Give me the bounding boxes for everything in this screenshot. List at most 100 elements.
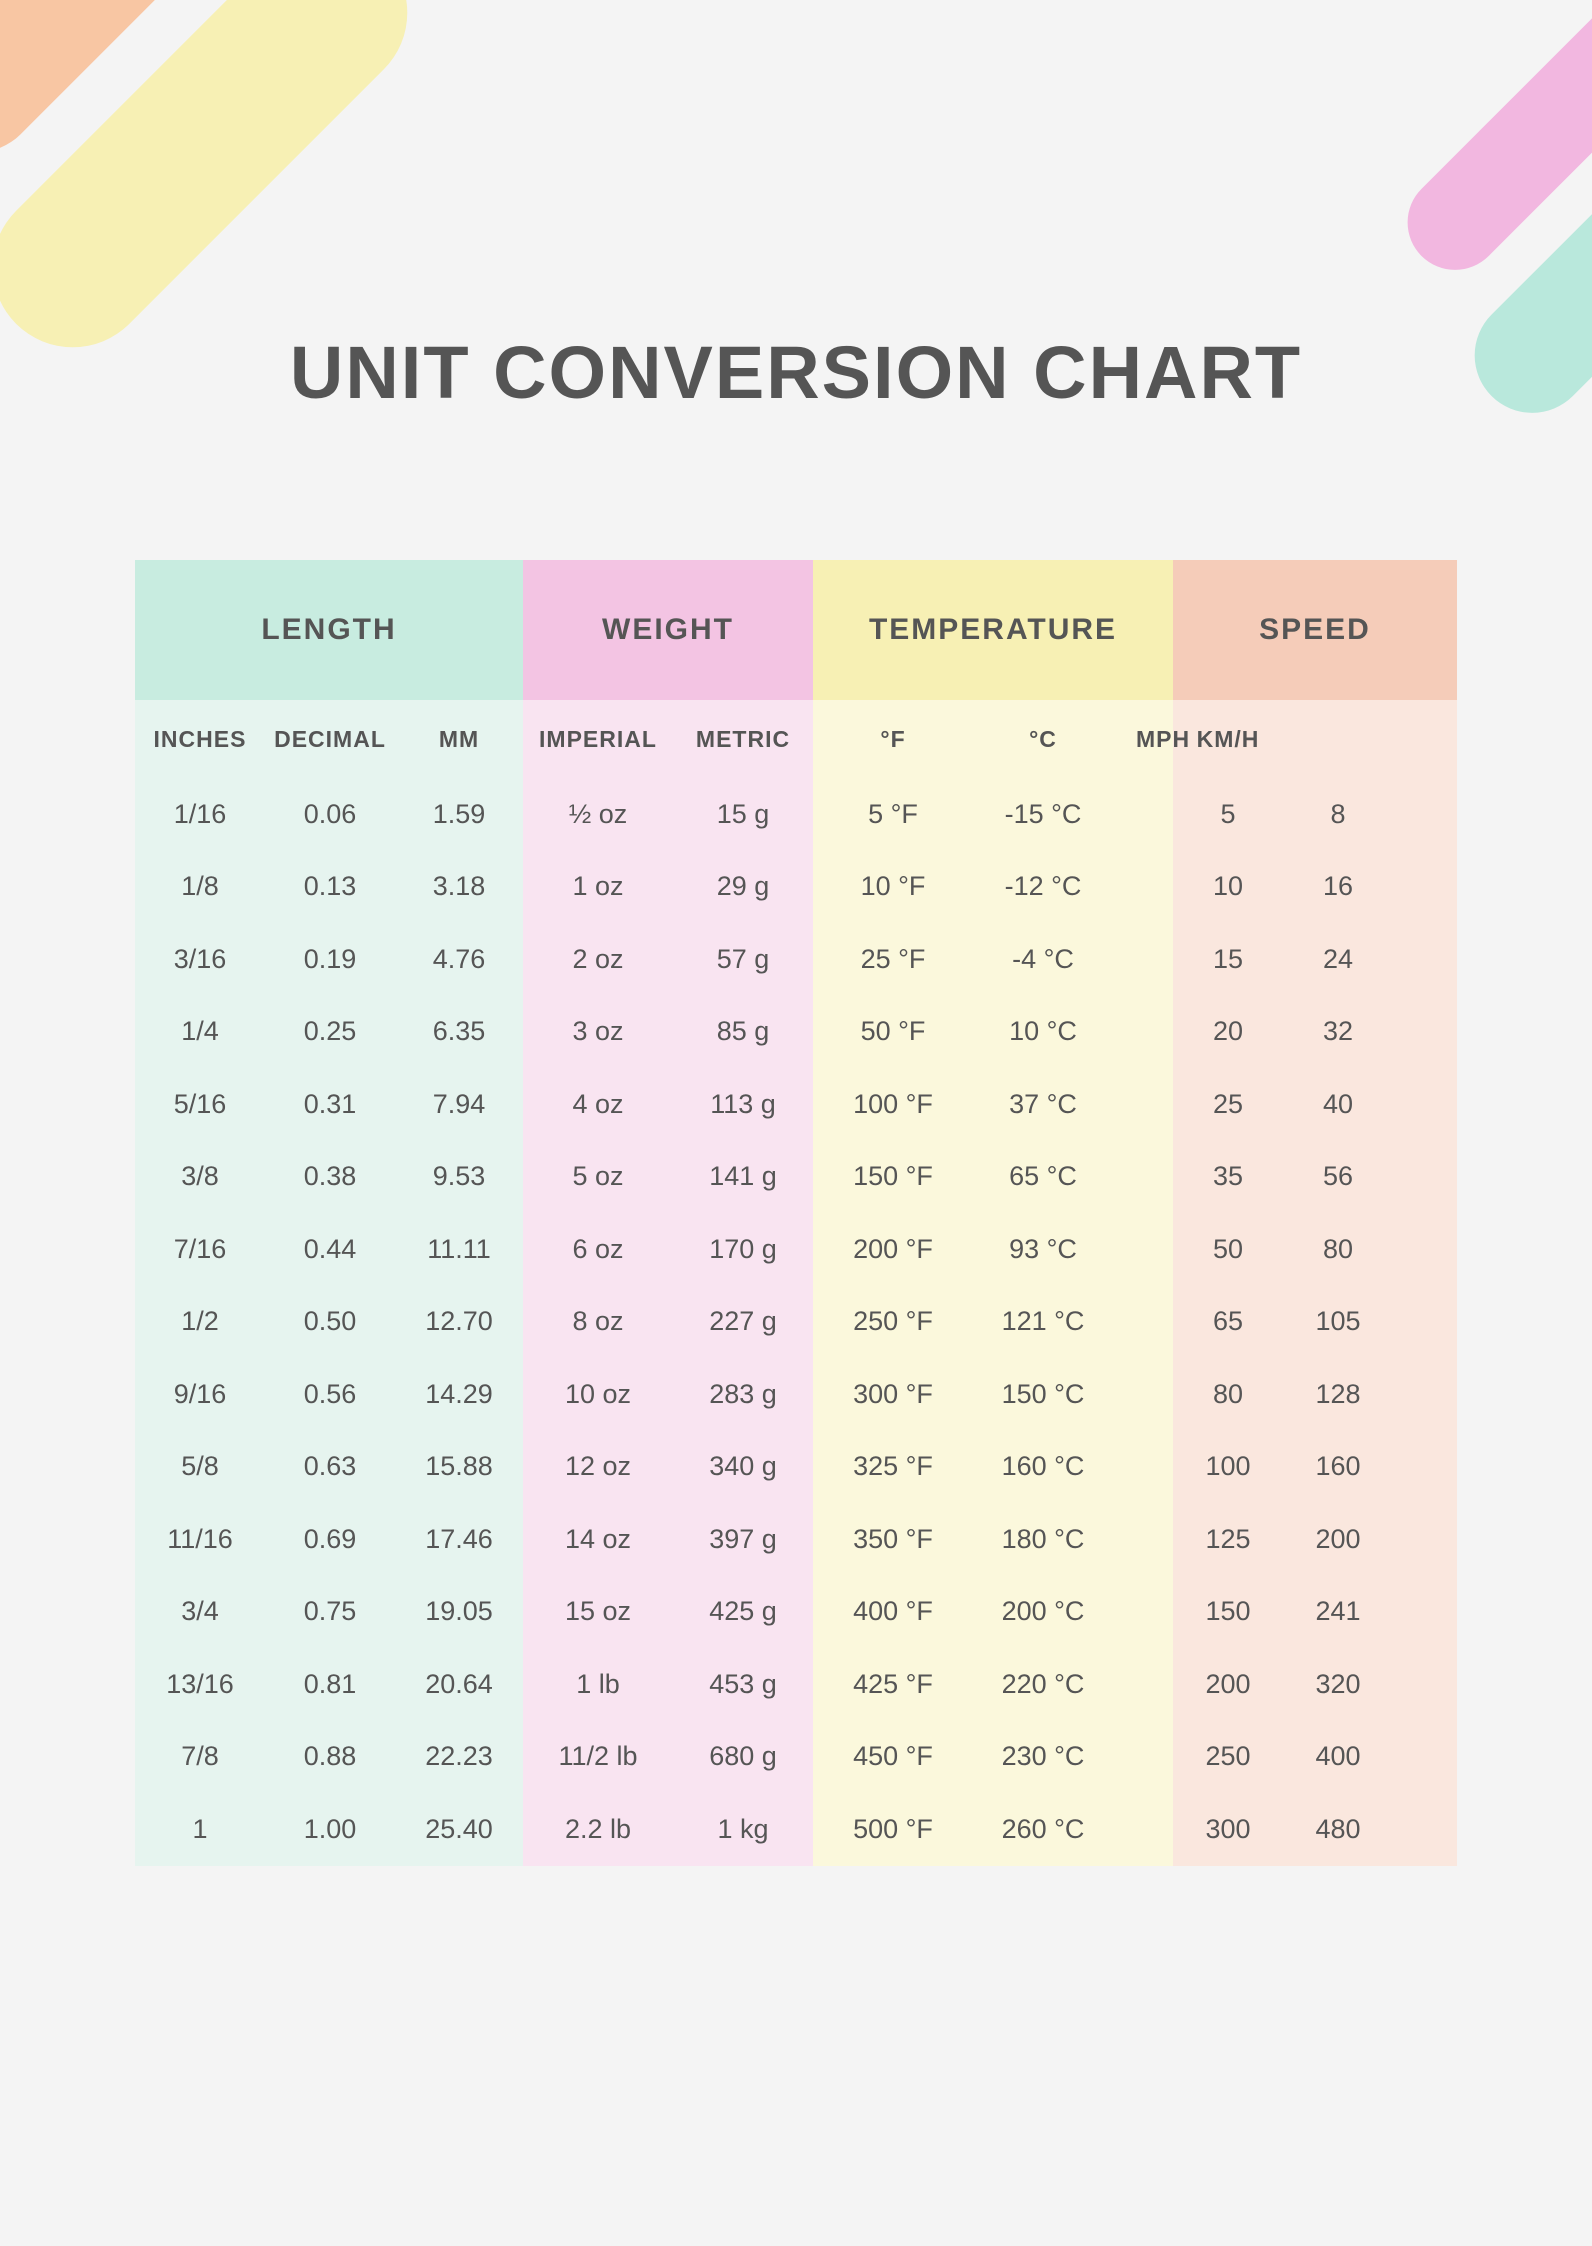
section-length-header: LENGTH [135,560,523,700]
weight-row: 6 oz170 g [523,1213,813,1286]
temperature-row: 400 °F200 °C [813,1576,1173,1649]
weight-cell: 4 oz [523,1089,673,1120]
speed-row: 300480 [1173,1793,1457,1866]
speed-row: 150241 [1173,1576,1457,1649]
section-speed-label: SPEED [1259,613,1371,647]
weight-row: 1 oz29 g [523,851,813,924]
weight-rows: ½ oz15 g1 oz29 g2 oz57 g3 oz85 g4 oz113 … [523,778,813,1866]
temperature-row: 5 °F-15 °C [813,778,1173,851]
speed-row: 1524 [1173,923,1457,996]
temperature-cell: 121 °C [973,1306,1113,1337]
length-cell: 3/8 [135,1161,265,1192]
length-cell: 5/8 [135,1451,265,1482]
weight-cell: 227 g [673,1306,813,1337]
length-cell: 1.00 [265,1814,395,1845]
temperature-row: 300 °F150 °C [813,1358,1173,1431]
temperature-row: 250 °F121 °C [813,1286,1173,1359]
length-cell: 12.70 [395,1306,523,1337]
speed-cell: 56 [1283,1161,1393,1192]
length-cell: 0.13 [265,871,395,902]
length-cell: 13/16 [135,1669,265,1700]
temperature-cell: 150 °C [973,1379,1113,1410]
length-cell: 7/16 [135,1234,265,1265]
speed-cell: 250 [1173,1741,1283,1772]
section-speed: SPEED KM/H 58101615242032254035565080651… [1173,560,1457,1866]
speed-cell: 100 [1173,1451,1283,1482]
weight-row: 2 oz57 g [523,923,813,996]
speed-cell: 10 [1173,871,1283,902]
speed-row: 2540 [1173,1068,1457,1141]
speed-cell: 320 [1283,1669,1393,1700]
length-row: 5/160.317.94 [135,1068,523,1141]
temperature-cell: 10 °F [813,871,973,902]
temperature-row: 350 °F180 °C [813,1503,1173,1576]
temperature-cell: -12 °C [973,871,1113,902]
speed-cell: 480 [1283,1814,1393,1845]
weight-cell: 8 oz [523,1306,673,1337]
temperature-cell: 220 °C [973,1669,1113,1700]
speed-cell: 400 [1283,1741,1393,1772]
temperature-row: 500 °F260 °C [813,1793,1173,1866]
length-row: 1/160.061.59 [135,778,523,851]
length-row: 1/20.5012.70 [135,1286,523,1359]
weight-row: 2.2 lb1 kg [523,1793,813,1866]
speed-cell: 15 [1173,944,1283,975]
speed-cell: 8 [1283,799,1393,830]
weight-cell: 283 g [673,1379,813,1410]
weight-row: ½ oz15 g [523,778,813,851]
col-inches: INCHES [135,726,265,753]
weight-row: 5 oz141 g [523,1141,813,1214]
length-cell: 25.40 [395,1814,523,1845]
speed-row: 5080 [1173,1213,1457,1286]
weight-row: 4 oz113 g [523,1068,813,1141]
section-temperature-subheader: °F °C MPH [813,700,1173,778]
weight-cell: 5 oz [523,1161,673,1192]
weight-cell: 170 g [673,1234,813,1265]
length-row: 11/160.6917.46 [135,1503,523,1576]
temperature-cell: 230 °C [973,1741,1113,1772]
temperature-cell: 93 °C [973,1234,1113,1265]
temperature-cell: 37 °C [973,1089,1113,1120]
temperature-row: 100 °F37 °C [813,1068,1173,1141]
length-cell: 0.25 [265,1016,395,1047]
section-temperature-header: TEMPERATURE [813,560,1173,700]
speed-cell: 150 [1173,1596,1283,1627]
speed-cell: 200 [1173,1669,1283,1700]
speed-cell: 16 [1283,871,1393,902]
weight-cell: 57 g [673,944,813,975]
length-cell: 0.31 [265,1089,395,1120]
temperature-row: 150 °F65 °C [813,1141,1173,1214]
temperature-cell: -4 °C [973,944,1113,975]
temperature-cell: 500 °F [813,1814,973,1845]
length-cell: 7/8 [135,1741,265,1772]
section-length-subheader: INCHES DECIMAL MM [135,700,523,778]
length-cell: 9/16 [135,1379,265,1410]
weight-cell: 85 g [673,1016,813,1047]
col-decimal: DECIMAL [265,726,395,753]
weight-cell: 3 oz [523,1016,673,1047]
weight-row: 15 oz425 g [523,1576,813,1649]
temperature-row: 10 °F-12 °C [813,851,1173,924]
temperature-row: 25 °F-4 °C [813,923,1173,996]
weight-cell: 15 g [673,799,813,830]
weight-cell: 680 g [673,1741,813,1772]
temperature-cell: 400 °F [813,1596,973,1627]
weight-cell: 10 oz [523,1379,673,1410]
temperature-cell: 100 °F [813,1089,973,1120]
length-cell: 0.19 [265,944,395,975]
length-row: 11.0025.40 [135,1793,523,1866]
weight-row: 11/2 lb680 g [523,1721,813,1794]
temperature-cell: -15 °C [973,799,1113,830]
length-cell: 0.81 [265,1669,395,1700]
length-cell: 5/16 [135,1089,265,1120]
weight-row: 3 oz85 g [523,996,813,1069]
speed-cell: 32 [1283,1016,1393,1047]
speed-cell: 241 [1283,1596,1393,1627]
weight-cell: 1 kg [673,1814,813,1845]
section-temperature: TEMPERATURE °F °C MPH 5 °F-15 °C10 °F-12… [813,560,1173,1866]
section-weight: WEIGHT IMPERIAL METRIC ½ oz15 g1 oz29 g2… [523,560,813,1866]
temperature-cell: 425 °F [813,1669,973,1700]
speed-row: 80128 [1173,1358,1457,1431]
length-row: 7/80.8822.23 [135,1721,523,1794]
length-rows: 1/160.061.591/80.133.183/160.194.761/40.… [135,778,523,1866]
